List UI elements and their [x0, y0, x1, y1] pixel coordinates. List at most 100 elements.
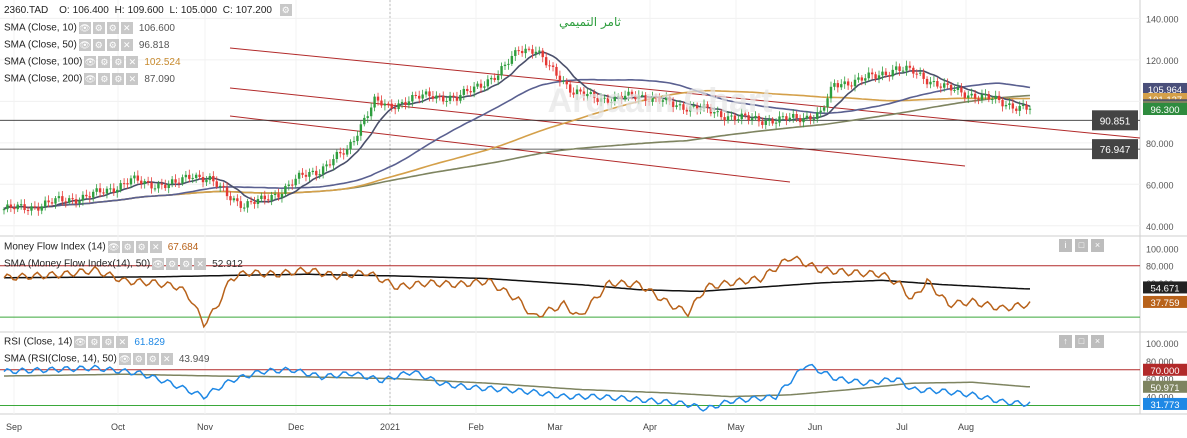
candle-body [740, 113, 743, 120]
candle-body [294, 178, 297, 186]
remove-icon[interactable]: ✕ [194, 258, 207, 270]
style-icon[interactable]: ⚙ [180, 258, 193, 270]
x-tick-label: Dec [288, 422, 305, 432]
indicator-label: Money Flow Index (14) [4, 241, 106, 253]
candle-body [390, 103, 393, 109]
candle-body [335, 151, 339, 160]
candle-body [424, 91, 428, 95]
indicator-value: 43.949 [178, 353, 210, 365]
candle-body [575, 89, 579, 95]
candle-body [850, 85, 853, 87]
remove-icon[interactable]: ✕ [160, 353, 173, 365]
visibility-icon[interactable]: 👁 [84, 73, 97, 85]
candle-body [980, 94, 984, 100]
sma-10-line [3, 51, 1031, 210]
candle-body [170, 179, 174, 184]
candle-body [133, 175, 136, 179]
candle-body [102, 192, 105, 194]
candle-body [692, 105, 695, 107]
settings-icon[interactable]: ⚙ [92, 39, 105, 51]
style-icon[interactable]: ⚙ [106, 39, 119, 51]
candle-body [891, 69, 894, 77]
visibility-icon[interactable]: 👁 [78, 39, 91, 51]
candle-body [267, 199, 270, 201]
candle-body [812, 119, 816, 121]
settings-icon[interactable]: ⚙ [98, 56, 111, 68]
candle-body [870, 72, 874, 75]
candle-body [761, 121, 764, 125]
candle-body [726, 116, 730, 121]
style-icon[interactable]: ⚙ [112, 56, 125, 68]
candle-body [74, 199, 78, 204]
candle-body [369, 107, 373, 117]
remove-icon[interactable]: ✕ [126, 73, 139, 85]
candle-body [435, 95, 438, 99]
maximize-icon[interactable]: □ [1075, 239, 1088, 252]
style-icon[interactable]: ⚙ [112, 73, 125, 85]
style-icon[interactable]: ⚙ [102, 336, 115, 348]
candle-body [599, 98, 603, 102]
settings-icon[interactable]: ⚙ [121, 241, 134, 253]
candle-body [442, 95, 445, 102]
style-icon[interactable]: ⚙ [106, 22, 119, 34]
candle-body [260, 195, 263, 199]
visibility-icon[interactable]: 👁 [84, 56, 97, 68]
candle-body [514, 50, 517, 56]
visibility-icon[interactable]: 👁 [74, 336, 87, 348]
settings-icon[interactable]: ⚙ [166, 258, 179, 270]
settings-icon[interactable]: ⚙ [98, 73, 111, 85]
x-tick-label: Mar [547, 422, 563, 432]
candle-body [524, 48, 527, 54]
sma-50-line [3, 78, 1031, 210]
maximize-icon[interactable]: □ [1075, 335, 1088, 348]
style-icon[interactable]: ⚙ [135, 241, 148, 253]
remove-icon[interactable]: ✕ [120, 39, 133, 51]
candle-body [218, 185, 222, 187]
candle-body [840, 84, 843, 88]
candle-body [960, 87, 963, 93]
remove-icon[interactable]: ✕ [149, 241, 162, 253]
close-icon[interactable]: × [1091, 335, 1104, 348]
settings-icon[interactable]: ⚙ [88, 336, 101, 348]
candle-body [191, 177, 194, 179]
candle-body [164, 184, 167, 189]
candle-body [706, 104, 709, 108]
rsi-sma-line [4, 373, 1030, 398]
style-icon[interactable]: ⚙ [146, 353, 159, 365]
settings-icon[interactable]: ⚙ [92, 22, 105, 34]
remove-icon[interactable]: ✕ [116, 336, 129, 348]
candle-body [826, 98, 829, 108]
move-up-icon[interactable]: ↑ [1059, 335, 1072, 348]
settings-icon[interactable]: ⚙ [132, 353, 145, 365]
candle-body [500, 66, 503, 76]
level-tag-label: 76.947 [1100, 145, 1131, 156]
candle-body [977, 98, 980, 100]
remove-icon[interactable]: ✕ [120, 22, 133, 34]
candle-body [129, 178, 133, 185]
candle-body [1008, 103, 1011, 105]
candle-body [88, 196, 91, 198]
candle-body [140, 180, 143, 184]
info-icon[interactable]: i [1059, 239, 1072, 252]
candle-body [493, 77, 496, 81]
settings-icon[interactable]: ⚙ [279, 4, 292, 16]
visibility-icon[interactable]: 👁 [107, 241, 120, 253]
candle-body [119, 183, 122, 190]
candle-body [445, 100, 448, 102]
candle-body [695, 105, 699, 110]
close-icon[interactable]: × [1091, 239, 1104, 252]
visibility-icon[interactable]: 👁 [118, 353, 131, 365]
candle-body [1001, 100, 1004, 107]
remove-icon[interactable]: ✕ [126, 56, 139, 68]
candle-body [174, 179, 177, 183]
candle-body [356, 135, 359, 142]
visibility-icon[interactable]: 👁 [78, 22, 91, 34]
candle-body [318, 174, 321, 176]
candle-body [702, 104, 706, 109]
candle-body [943, 83, 946, 88]
candle-body [572, 92, 575, 95]
y-tick-label: 60.000 [1146, 180, 1174, 190]
candle-body [496, 75, 500, 81]
visibility-icon[interactable]: 👁 [152, 258, 165, 270]
